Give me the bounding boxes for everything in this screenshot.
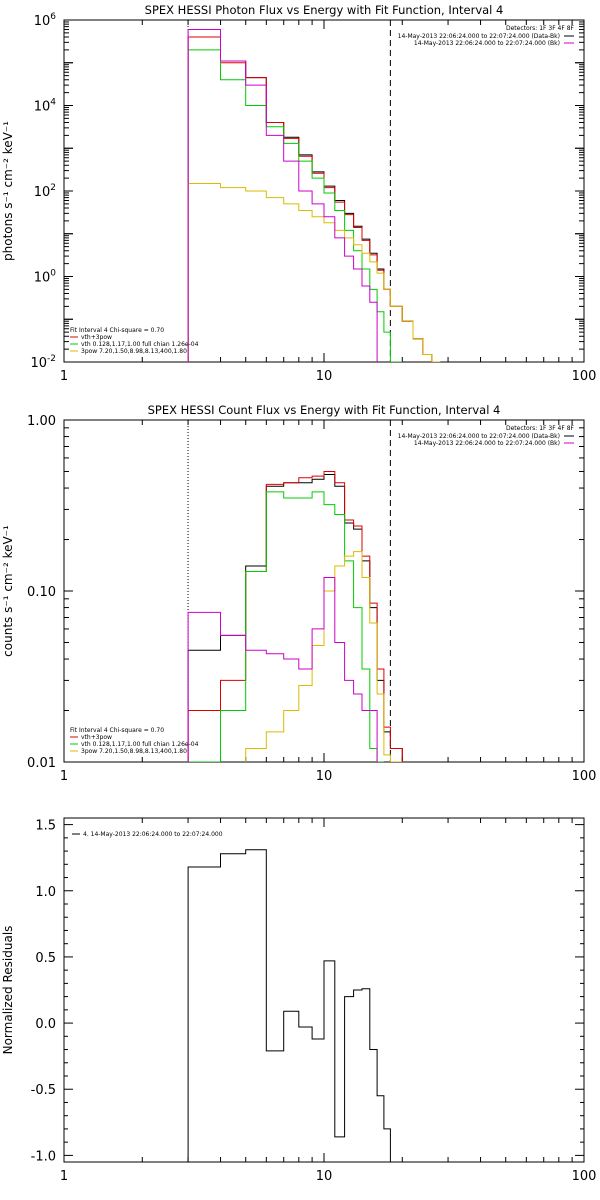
- y-tick-label: 0.01: [27, 756, 56, 771]
- y-tick-label: -1.0: [31, 1149, 56, 1164]
- chart-panel-1: SPEX HESSI Photon Flux vs Energy with Fi…: [1, 3, 596, 384]
- legend-label: 14-May-2013 22:06:24.000 to 22:07:24.000…: [414, 40, 560, 47]
- x-tick-label: 1: [60, 769, 68, 784]
- legend-label: 3pow 7.20,1.50,8.98,8.13,400,1.80: [81, 348, 187, 355]
- legend-bottom-left: Fit Interval 4 Chi-square = 0.70vth+3pow…: [70, 727, 199, 755]
- legend-label: 3pow 7.20,1.50,8.98,8.13,400,1.80: [81, 748, 187, 755]
- chart-title: SPEX HESSI Count Flux vs Energy with Fit…: [148, 403, 501, 417]
- legend-label: vth+3pow: [81, 734, 112, 741]
- series-bk: [187, 577, 378, 762]
- legend-label: vth 0.128,1.17,1.00 full chian 1.26e-04: [81, 341, 199, 348]
- series-group: [187, 849, 391, 1162]
- chart-panel-3: 1 10 100 1.5 1.0 0.5 0.0 -0.5 -1.0 Normalized Res…: [1, 817, 597, 1184]
- legend-header: Fit Interval 4 Chi-square = 0.70: [70, 327, 164, 334]
- x-tick-label: 10: [316, 1169, 333, 1184]
- y-tick-label: 104: [34, 98, 57, 115]
- series-3pow: [187, 183, 441, 362]
- legend-label: 4. 14-May-2013 22:06:24.000 to 22:07:24.…: [83, 831, 223, 838]
- x-tick-label: 1: [60, 1169, 68, 1184]
- series-bk: [187, 29, 378, 362]
- y-tick-label: -0.5: [31, 1083, 56, 1098]
- y-tick-label: 102: [34, 183, 56, 200]
- chart-panel-2: SPEX HESSI Count Flux vs Energy with Fit…: [1, 403, 597, 784]
- y-tick-label: 100: [34, 269, 57, 286]
- x-tick-label: 100: [572, 769, 597, 784]
- y-tick-label: 0.5: [35, 951, 56, 966]
- x-tick-label: 100: [572, 1169, 597, 1184]
- legend-header: Detectors: 1F 3F 4F 8F: [506, 425, 575, 432]
- series-group: [187, 29, 441, 362]
- legend-header: Detectors: 1F 3F 4F 8F: [506, 25, 575, 32]
- y-axis-label: Normalized Residuals: [1, 926, 15, 1055]
- series-residuals: [187, 849, 391, 1162]
- legend-label: vth+3pow: [81, 334, 112, 341]
- chart-title: SPEX HESSI Photon Flux vs Energy with Fi…: [145, 3, 504, 17]
- legend-label: 14-May-2013 22:06:24.000 to 22:07:24.000…: [414, 440, 560, 447]
- y-tick-label: 106: [34, 12, 57, 29]
- y-tick-label: 1.5: [35, 819, 56, 834]
- y-axis-label: photons s⁻¹ cm⁻² keV⁻¹: [1, 121, 15, 261]
- series-group: [187, 471, 403, 762]
- x-tick-label: 1: [60, 369, 68, 384]
- x-tick-label: 10: [316, 769, 333, 784]
- legend-top-left: 4. 14-May-2013 22:06:24.000 to 22:07:24.…: [72, 831, 223, 838]
- y-tick-label: 0.0: [35, 1017, 56, 1032]
- y-tick-label: 1.00: [27, 414, 56, 429]
- y-tick-label: 10-2: [30, 354, 56, 371]
- legend-header: Fit Interval 4 Chi-square = 0.70: [70, 727, 164, 734]
- x-tick-label: 100: [572, 369, 597, 384]
- legend-label: 14-May-2013 22:06:24.000 to 22:07:24.000…: [398, 433, 560, 440]
- legend-label: 14-May-2013 22:06:24.000 to 22:07:24.000…: [398, 33, 560, 40]
- y-tick-label: 0.10: [27, 585, 56, 600]
- series-vth: [187, 49, 403, 362]
- y-axis-label: counts s⁻¹ cm⁻² keV⁻¹: [1, 525, 15, 657]
- legend-label: vth 0.128,1.17,1.00 full chian 1.26e-04: [81, 741, 199, 748]
- series-vth: [188, 491, 384, 762]
- legend-bottom-left: Fit Interval 4 Chi-square = 0.70vth+3pow…: [70, 327, 199, 355]
- series-data-bk: [187, 474, 403, 762]
- x-tick-label: 10: [316, 369, 333, 384]
- y-tick-label: 1.0: [35, 885, 56, 900]
